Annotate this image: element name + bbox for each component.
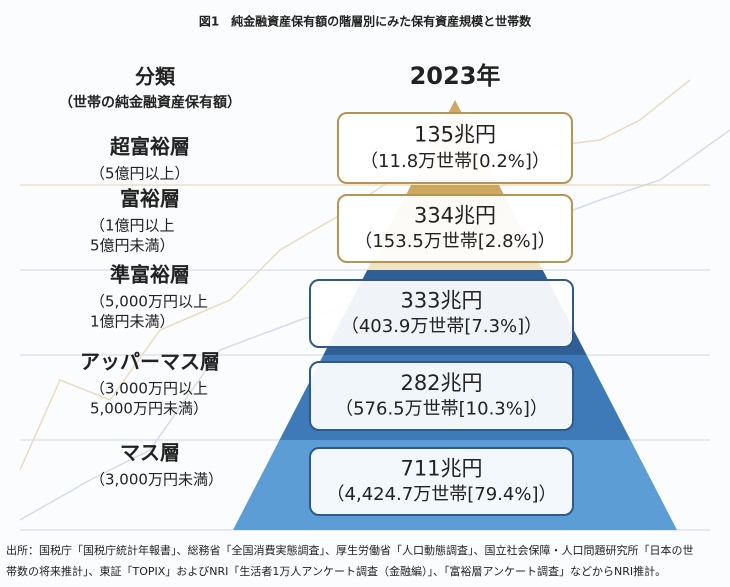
households: （4,424.7万世帯[79.4%]） — [327, 484, 557, 505]
tier-range: （5,000万円以上 — [90, 293, 208, 311]
value-box — [337, 112, 573, 184]
assets: 282兆円 — [400, 371, 482, 395]
title: 図1 純金融資産保有額の階層別にみた保有資産規模と世帯数 — [199, 14, 532, 29]
tier-range: 1億円未満） — [90, 313, 175, 331]
assets: 135兆円 — [414, 122, 496, 146]
category-sub: （世帯の純金融資産保有額） — [59, 94, 241, 111]
year: 2023年 — [410, 62, 501, 90]
category-header: 分類 — [135, 65, 176, 89]
households: （576.5万世帯[10.3%]） — [335, 399, 548, 420]
decor-line — [19, 79, 691, 471]
value-box — [309, 279, 574, 348]
households: （153.5万世帯[2.8%]） — [354, 231, 555, 252]
source: 帯数の将来推計」、東証「TOPIX」およびNRI「生活者1万人アンケート調査（金… — [6, 564, 666, 578]
source: 出所：国税庁「国税庁統計年報書」、総務省「全国消費実態調査」、厚生労働省「人口動… — [6, 543, 694, 557]
assets: 333兆円 — [400, 288, 482, 312]
households: （403.9万世帯[7.3%]） — [341, 316, 542, 337]
tier-name: マス層 — [120, 441, 180, 465]
value-box — [309, 361, 574, 431]
assets: 711兆円 — [400, 456, 482, 480]
tier-name: 富裕層 — [120, 187, 180, 211]
value-box — [309, 447, 574, 516]
tier-name: 準富裕層 — [110, 263, 190, 287]
tier-range: （3,000万円以上 — [90, 380, 208, 398]
tier-name: アッパーマス層 — [80, 350, 220, 374]
value-box — [337, 194, 573, 263]
tier-name: 超富裕層 — [109, 135, 190, 159]
households: （11.8万世帯[0.2%]） — [360, 151, 550, 172]
tier-range: （1億円以上 — [90, 217, 175, 235]
tier-range: （3,000万円未満） — [90, 471, 223, 489]
tier-range: （5億円以上） — [90, 165, 190, 183]
tier-range: 5億円未満） — [90, 237, 175, 255]
tier-range: 5,000万円未満） — [90, 400, 208, 418]
assets: 334兆円 — [414, 203, 496, 227]
